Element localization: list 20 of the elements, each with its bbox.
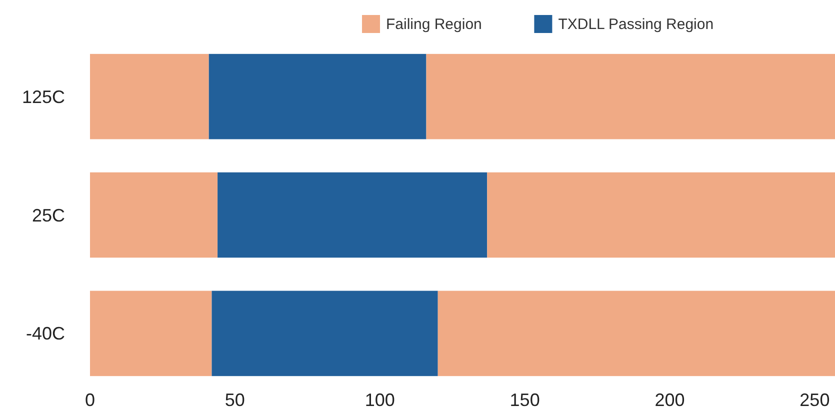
- legend-label: Failing Region: [386, 16, 482, 33]
- bar: [212, 290, 438, 376]
- bar: [208, 54, 426, 140]
- bar: [90, 290, 212, 376]
- x-tick-label: 250: [800, 390, 830, 410]
- bar: [438, 290, 835, 376]
- bar: [90, 54, 209, 140]
- y-tick-label: 125C: [22, 86, 65, 107]
- y-tick-label: 25C: [32, 205, 65, 226]
- x-tick-label: 0: [84, 390, 96, 410]
- x-tick-label: 50: [224, 390, 245, 410]
- x-tick-label: 200: [654, 390, 685, 410]
- bar: [487, 172, 835, 258]
- bar: [218, 172, 488, 258]
- bar: [90, 172, 218, 258]
- bar: [426, 54, 835, 140]
- y-tick-label: -40C: [26, 324, 65, 344]
- x-tick-label: 100: [364, 390, 395, 410]
- x-tick-label: 150: [510, 390, 540, 410]
- legend-label: TXDLL Passing Region: [558, 16, 714, 33]
